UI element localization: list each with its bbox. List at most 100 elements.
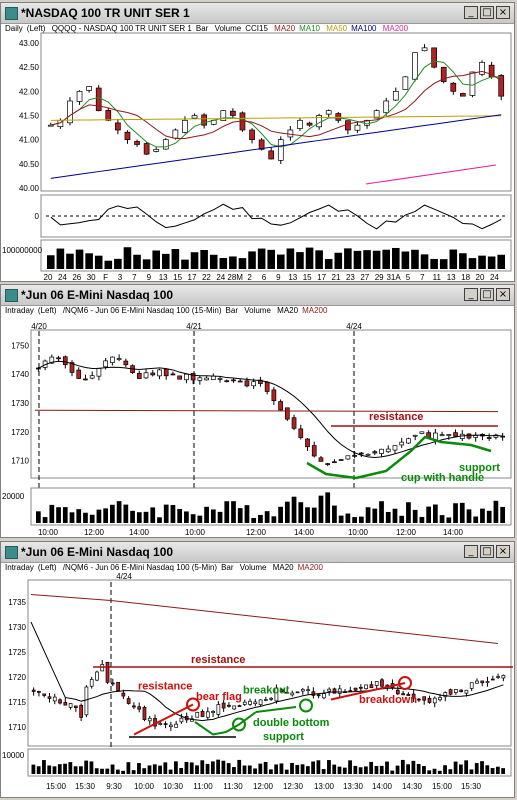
candle xyxy=(143,143,150,155)
volume-bar xyxy=(466,509,472,523)
volume-bar xyxy=(83,512,88,523)
maximize-button[interactable]: □ xyxy=(480,288,494,301)
volume-bar xyxy=(486,510,492,523)
candle xyxy=(210,375,216,381)
breakout-line xyxy=(255,706,297,713)
candle xyxy=(369,684,374,689)
double-bottom-marker xyxy=(232,717,246,732)
candle xyxy=(179,717,184,723)
volume-bar xyxy=(363,250,371,269)
volume-bar xyxy=(296,252,304,269)
intraday-5min-window[interactable]: *Jun 06 E-Mini Nasdaq 100 _ □ × Intraday… xyxy=(0,541,515,798)
candle xyxy=(184,373,189,381)
candle xyxy=(453,432,458,437)
candle xyxy=(163,368,169,377)
candle xyxy=(498,75,505,97)
volume-bar xyxy=(31,764,36,774)
candle xyxy=(287,129,294,138)
candle xyxy=(402,76,409,90)
title-bar[interactable]: *NASDAQ 100 TR UNIT SER 1 _ □ × xyxy=(1,3,514,24)
candle xyxy=(338,459,344,461)
x-tick-label: 14:00 xyxy=(129,528,150,537)
candle xyxy=(232,705,237,710)
volume-bar xyxy=(94,255,103,269)
candle xyxy=(290,692,295,696)
daily-price-chart[interactable]: 43.00 42.50 42.00 41.50 41.00 40.50 40.00 0 1000… xyxy=(1,3,516,283)
volume-bar xyxy=(459,253,467,269)
candle xyxy=(201,114,207,126)
volume-bar xyxy=(353,250,362,269)
candle xyxy=(300,688,305,692)
volume-bar xyxy=(412,509,418,523)
minimize-button[interactable]: _ xyxy=(464,6,478,19)
cup-with-handle-curve xyxy=(306,435,492,480)
x-tick-label: 9:30 xyxy=(106,782,122,791)
volume-bar xyxy=(137,763,141,774)
resistance-top-label: resistance xyxy=(191,654,245,666)
cup-label: cup with handle xyxy=(401,472,484,484)
candle xyxy=(412,52,418,80)
maximize-button[interactable]: □ xyxy=(480,6,494,19)
intraday-15min-chart[interactable]: 1750 1740 1730 1720 1710 4/20 4/21 4/24 resistan… xyxy=(1,285,516,539)
y-tick-label: 40.50 xyxy=(19,160,40,169)
candle xyxy=(79,704,83,718)
volume-bar xyxy=(374,765,379,774)
candle xyxy=(237,705,242,707)
volume-bar xyxy=(116,501,122,523)
intraday-15min-window[interactable]: *Jun 06 E-Mini Nasdaq 100 _ □ × Intraday… xyxy=(0,284,515,538)
candle xyxy=(89,375,95,379)
candle xyxy=(464,689,469,694)
volume-bar xyxy=(42,517,48,523)
cci-tick-label: 0 xyxy=(35,212,40,221)
volume-bar xyxy=(334,252,343,269)
volume-bar xyxy=(420,254,429,269)
candle xyxy=(249,129,255,141)
volume-bar xyxy=(271,516,277,523)
volume-bar xyxy=(131,770,136,774)
close-button[interactable]: × xyxy=(496,6,510,19)
candle xyxy=(406,693,411,696)
candle xyxy=(37,690,41,693)
volume-bar xyxy=(427,770,432,774)
volume-bar xyxy=(232,767,236,774)
title-bar[interactable]: *Jun 06 E-Mini Nasdaq 100 _ □ × xyxy=(1,285,514,306)
volume-bar xyxy=(379,501,384,523)
volume-bar xyxy=(480,508,485,523)
x-tick-label: 15:30 xyxy=(75,782,96,791)
cci-line xyxy=(50,203,502,230)
minimize-button[interactable]: _ xyxy=(464,288,478,301)
minimize-button[interactable]: _ xyxy=(464,545,478,558)
volume-bar xyxy=(501,768,505,774)
close-button[interactable]: × xyxy=(496,288,510,301)
close-button[interactable]: × xyxy=(496,545,510,558)
candle xyxy=(142,706,147,720)
candle xyxy=(392,90,399,101)
daily-chart-window[interactable]: *NASDAQ 100 TR UNIT SER 1 _ □ × Daily (Le… xyxy=(0,2,515,282)
volume-bar xyxy=(121,770,125,774)
ma50-line xyxy=(50,115,502,121)
candle xyxy=(417,698,421,701)
x-tick-label: 18 xyxy=(461,273,470,282)
bear-flag-marker xyxy=(186,697,200,712)
volume-bar xyxy=(291,496,297,523)
volume-bar xyxy=(399,515,405,523)
x-tick-label: 11:00 xyxy=(193,782,213,791)
x-tick-label: 14:00 xyxy=(443,528,464,537)
intraday-5min-chart[interactable]: 1735 1730 1725 1720 1715 1710 4/24 resistance su… xyxy=(1,542,516,799)
bear-flag-label: bear flag xyxy=(196,691,242,703)
candle xyxy=(231,379,236,382)
volume-bar xyxy=(443,765,447,774)
x-tick-label: 21 xyxy=(332,273,341,282)
candle xyxy=(500,435,505,438)
candle xyxy=(253,701,258,705)
candle xyxy=(242,701,247,705)
window-title: *Jun 06 E-Mini Nasdaq 100 xyxy=(21,288,174,302)
title-bar[interactable]: *Jun 06 E-Mini Nasdaq 100 _ □ × xyxy=(1,542,514,563)
candle xyxy=(385,448,391,453)
y-tick-label: 1750 xyxy=(11,341,29,350)
ma200-line xyxy=(34,409,499,413)
maximize-button[interactable]: □ xyxy=(480,545,494,558)
volume-bar xyxy=(179,768,184,774)
candle xyxy=(421,47,428,52)
volume-bar xyxy=(258,514,263,523)
